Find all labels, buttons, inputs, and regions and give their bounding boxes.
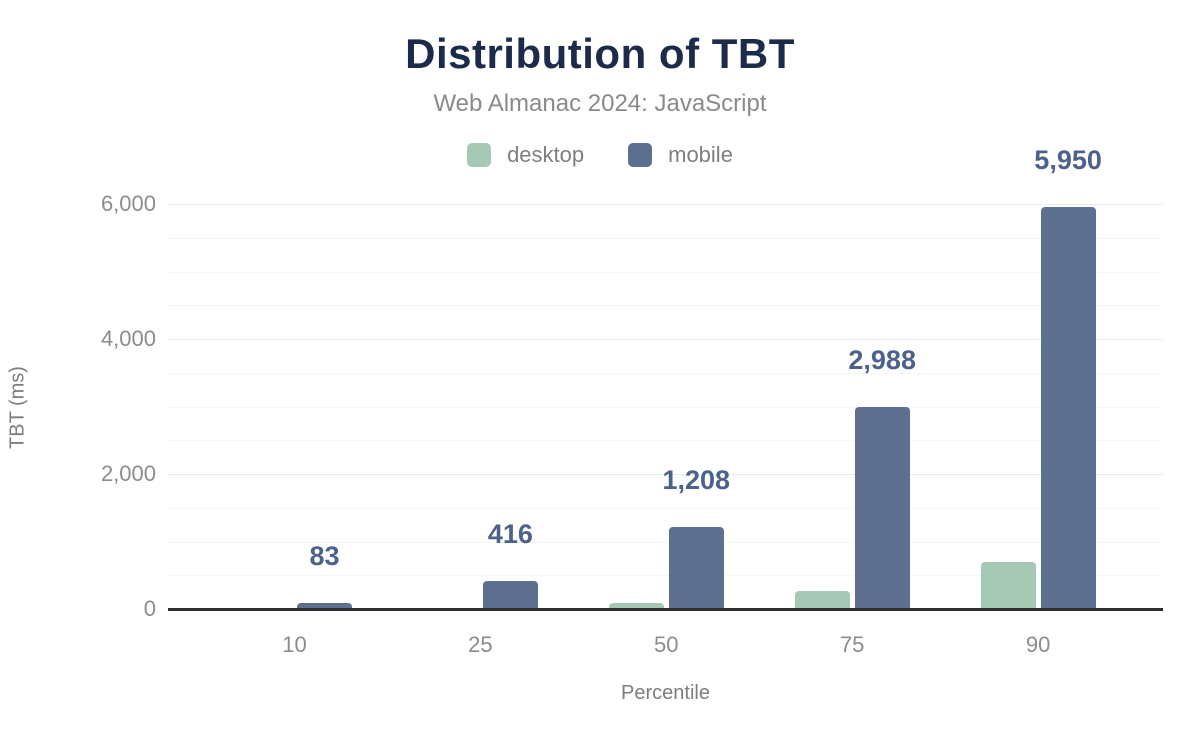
bar-desktop-p90 (980, 562, 1036, 609)
gridline-3500 (168, 372, 1163, 374)
desktop-swatch-icon (467, 143, 492, 167)
bar-mobile-p75 (854, 407, 910, 609)
y-tick-label-4000: 4,000 (100, 326, 156, 351)
x-axis-line (168, 608, 1163, 611)
value-label-mobile-p75: 2,988 (848, 345, 916, 376)
y-tick-label-6000: 6,000 (100, 191, 156, 216)
bar-mobile-p25 (482, 580, 538, 609)
legend-label-mobile: mobile (668, 142, 733, 167)
value-label-mobile-p10: 83 (309, 541, 340, 572)
y-axis-title: TBT (ms) (6, 366, 29, 449)
x-tick-label-25: 25 (468, 632, 493, 657)
value-label-mobile-p50: 1,208 (662, 465, 731, 496)
bar-mobile-p50 (668, 527, 724, 609)
legend-item-desktop: desktop (467, 142, 584, 168)
value-label-mobile-p90: 5,950 (1034, 145, 1102, 176)
gridline-500 (168, 575, 1163, 577)
x-tick-label-50: 50 (654, 632, 679, 657)
x-axis-title: Percentile (621, 682, 710, 704)
gridline-5000 (168, 271, 1163, 273)
bar-desktop-p75 (794, 590, 850, 609)
x-tick-label-10: 10 (282, 632, 307, 657)
chart-subtitle: Web Almanac 2024: JavaScript (433, 90, 767, 117)
gridline-4500 (168, 305, 1163, 307)
y-tick-label-0: 0 (143, 596, 156, 621)
y-tick-label-2000: 2,000 (100, 461, 156, 486)
gridline-2000 (168, 474, 1163, 475)
value-label-mobile-p25: 416 (487, 518, 533, 549)
chart-legend: desktop mobile (0, 142, 1200, 168)
gridline-1500 (168, 507, 1163, 509)
legend-label-desktop: desktop (507, 142, 585, 167)
x-tick-label-75: 75 (839, 632, 865, 657)
gridline-2500 (168, 440, 1163, 442)
x-tick-label-90: 90 (1025, 632, 1051, 657)
gridline-6000 (168, 204, 1163, 205)
bar-desktop-p50 (608, 603, 664, 609)
gridline-3000 (168, 406, 1163, 408)
legend-item-mobile: mobile (628, 142, 733, 168)
gridline-4000 (168, 339, 1163, 340)
bar-mobile-p90 (1040, 207, 1096, 609)
gridline-1000 (168, 541, 1163, 543)
gridline-5500 (168, 237, 1163, 239)
mobile-swatch-icon (628, 143, 653, 167)
bar-mobile-p10 (297, 603, 352, 609)
chart-title: Distribution of TBT (405, 30, 795, 77)
